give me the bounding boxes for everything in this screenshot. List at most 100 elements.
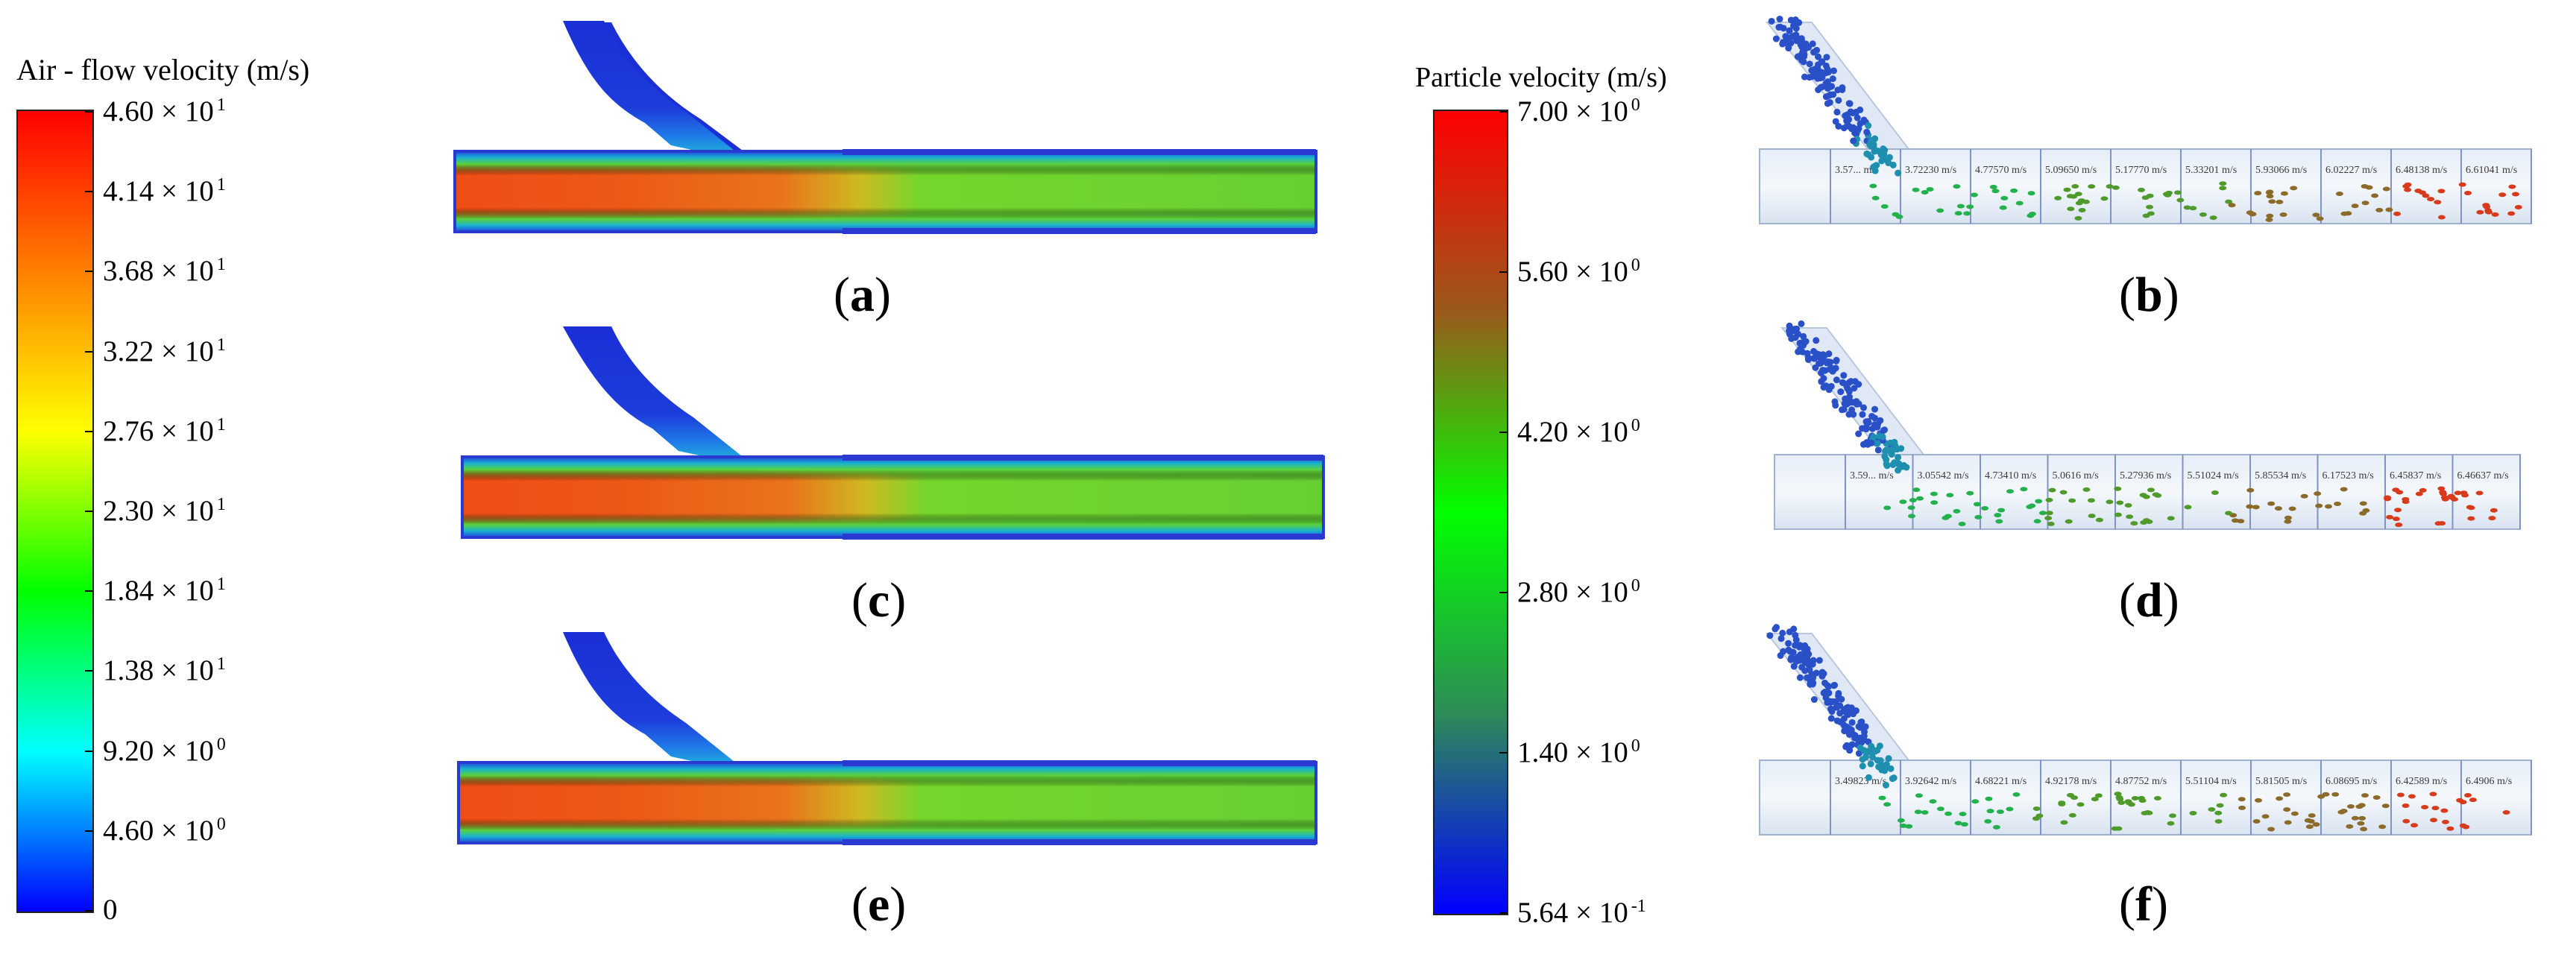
particle-dot	[2225, 199, 2233, 204]
section-velocity-label: 5.0616 m/s	[2053, 470, 2099, 481]
particle-dot	[2082, 487, 2091, 492]
particle-tickmark	[1499, 752, 1507, 754]
particle-dot	[1859, 440, 1867, 448]
particle-dot	[1959, 812, 1967, 817]
particle-dot	[1804, 356, 1812, 363]
particle-dot	[1883, 461, 1890, 468]
air-flow-tick-label: 2.30 × 10 1	[103, 495, 226, 527]
particle-dot	[2475, 490, 2484, 496]
air-flow-tick-label: 4.60 × 10 0	[103, 814, 226, 847]
particle-dot	[2361, 200, 2369, 206]
particle-dot	[1809, 680, 1816, 688]
particle-dot	[2114, 486, 2122, 491]
particle-dot	[1930, 500, 1939, 505]
particle-dot	[2490, 508, 2498, 513]
particle-dot	[2274, 506, 2282, 511]
particle-dot	[2346, 804, 2355, 809]
particle-dot	[1891, 438, 1898, 446]
air-flow-tickmark	[85, 350, 92, 353]
particle-dot	[1792, 31, 1800, 39]
air-flow-contour-e	[457, 632, 1317, 845]
particle-dot	[1788, 335, 1795, 342]
particle-dot	[2266, 213, 2274, 218]
particle-dot	[2068, 498, 2076, 503]
particle-dot	[2144, 810, 2152, 815]
particle-dot	[2063, 187, 2071, 192]
particle-dot	[1871, 135, 1879, 142]
particle-dot	[1835, 692, 1842, 700]
particle-dot	[2361, 793, 2369, 798]
particle-dot	[1833, 704, 1841, 711]
particle-dot	[1994, 513, 2002, 518]
particle-dot	[2402, 803, 2410, 808]
section-velocity-label: 5.33201 m/s	[2185, 165, 2237, 176]
particle-dot	[1837, 388, 1845, 396]
particle-dot	[1816, 657, 1823, 664]
particle-trajectory-d: 3.59... m/s 3.05542 m/s 4.73410 m/s 5.0616 …	[1774, 320, 2521, 530]
particle-dot	[1862, 423, 1870, 431]
particle-dot	[2407, 794, 2416, 799]
particle-dot	[2114, 792, 2122, 797]
particle-dot	[2126, 514, 2134, 519]
particle-dot	[2280, 191, 2288, 196]
particle-dot	[1954, 211, 1962, 216]
particle-dot	[2393, 211, 2402, 216]
particle-dot	[2284, 515, 2292, 520]
particle-dot	[2266, 194, 2274, 199]
particle-dot	[1871, 195, 1880, 200]
particle-dot	[1859, 756, 1866, 763]
particle-dot	[2261, 814, 2270, 819]
particle-dot	[1792, 636, 1800, 643]
particle-dot	[2254, 191, 2262, 196]
particle-dot	[1860, 116, 1868, 124]
particle-dot	[2068, 812, 2076, 818]
particle-dot	[2045, 497, 2053, 502]
particle-dot	[1802, 40, 1810, 48]
particle-tickmark	[1499, 912, 1507, 914]
particle-dot	[2153, 796, 2161, 801]
particle-dot	[2358, 815, 2366, 821]
particle-dot	[2464, 190, 2472, 195]
air-flow-tick-label: 3.22 × 10 1	[103, 335, 226, 367]
air-flow-tick-label: 2.76 × 10 1	[103, 414, 226, 447]
particle-dot	[2028, 212, 2036, 217]
air-flow-tickmark	[85, 111, 92, 113]
particle-dot	[1839, 86, 1846, 93]
particle-dot	[2362, 508, 2370, 513]
particle-dot	[2448, 495, 2456, 500]
section-velocity-label: 3.59... m/s	[1850, 470, 1894, 481]
particle-dot	[1915, 496, 1924, 501]
particle-dot	[1801, 659, 1809, 666]
particle-dot	[1804, 645, 1811, 653]
particle-dot	[2214, 810, 2223, 815]
particle-dot	[1899, 499, 1907, 505]
particle-dot	[1827, 705, 1834, 713]
particle-dot	[2137, 795, 2145, 800]
particle-dot	[1863, 128, 1871, 136]
particle-dot	[2006, 806, 2014, 812]
particle-dot	[1810, 48, 1818, 56]
particle-dot	[2238, 797, 2246, 802]
section-velocity-label: 5.51024 m/s	[2188, 470, 2239, 481]
particle-dot	[2414, 189, 2422, 194]
particle-dot	[2142, 494, 2150, 499]
particle-dot	[2237, 519, 2245, 524]
particle-dot	[1966, 490, 1974, 496]
particle-dot	[2464, 792, 2472, 798]
particle-dot	[2421, 804, 2429, 809]
particle-dot	[1845, 730, 1853, 738]
particle-dot	[2035, 499, 2043, 504]
particle-dot	[1787, 40, 1795, 47]
particle-dot	[1772, 35, 1780, 42]
particle-dot	[1846, 123, 1854, 130]
particle-dot	[1848, 718, 1856, 726]
section-velocity-label: 5.17770 m/s	[2115, 165, 2167, 176]
particle-dot	[1868, 439, 1875, 446]
particle-dot	[2026, 505, 2034, 510]
particle-dot	[1909, 498, 1917, 503]
particle-dot	[1835, 97, 1842, 104]
particle-dot	[2032, 806, 2041, 812]
particle-dot	[2131, 795, 2139, 800]
air-flow-tick-label: 4.14 × 10 1	[103, 175, 226, 208]
particle-dot	[1995, 519, 2003, 524]
